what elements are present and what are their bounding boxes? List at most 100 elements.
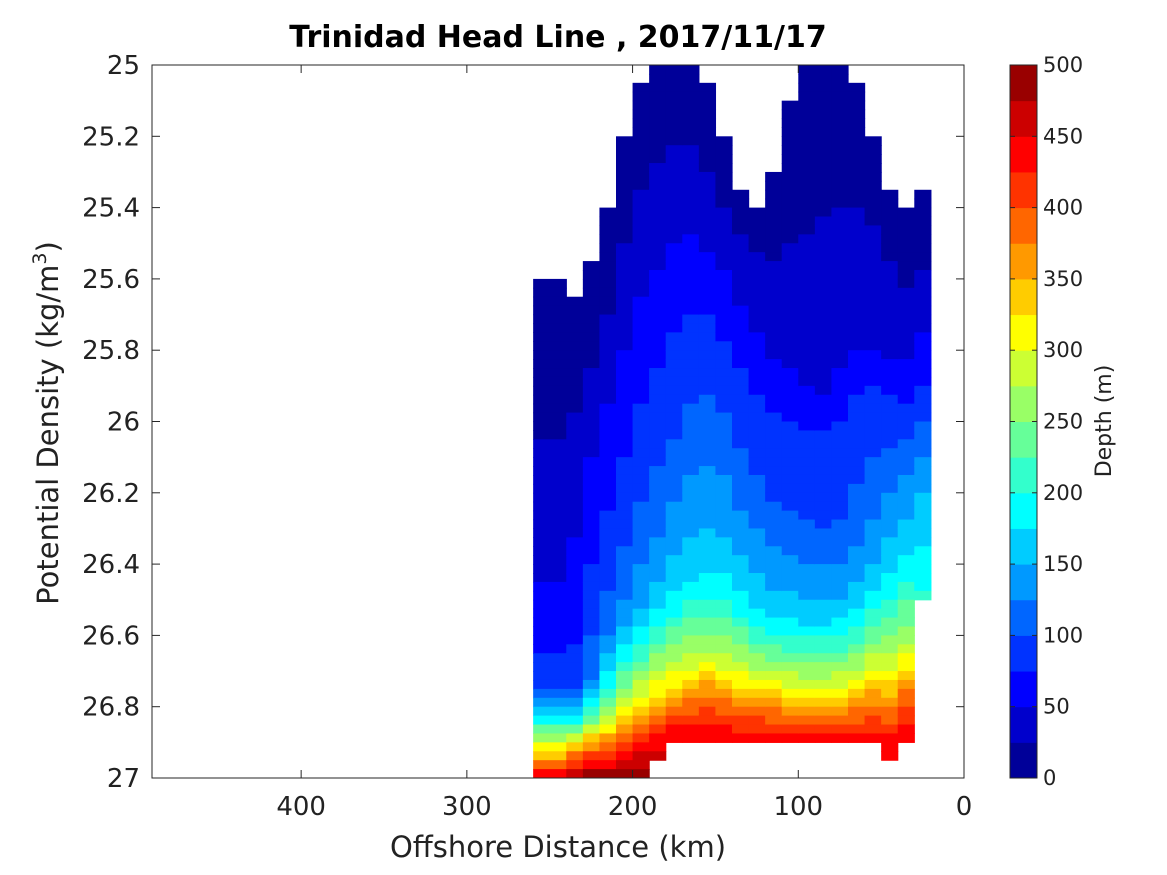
contour-cell [682, 421, 700, 432]
contour-cell [864, 564, 882, 574]
contour-cell [897, 519, 915, 530]
contour-cell [632, 733, 650, 743]
contour-cell [781, 501, 799, 512]
contour-cell [881, 314, 899, 325]
contour-cell [682, 234, 700, 244]
contour-cell [649, 403, 667, 414]
colorbar-tick-label: 50 [1043, 695, 1070, 719]
contour-cell [798, 608, 816, 619]
contour-cell [632, 519, 650, 530]
contour-cell [897, 510, 915, 521]
contour-cell [798, 145, 816, 155]
contour-cell [682, 662, 700, 672]
contour-cell [632, 724, 650, 735]
contour-cell [715, 537, 733, 547]
contour-cell [814, 688, 833, 699]
contour-cell [848, 154, 866, 164]
contour-cell [831, 332, 849, 342]
contour-cell [765, 457, 783, 467]
contour-cell [798, 341, 816, 351]
contour-cell [533, 287, 567, 298]
contour-cell [616, 207, 634, 218]
contour-cell [582, 368, 601, 378]
contour-cell [848, 474, 866, 485]
contour-cell [632, 305, 650, 316]
contour-cell [682, 278, 700, 289]
contour-cell [665, 457, 683, 467]
contour-cell [649, 412, 667, 423]
contour-cell [765, 439, 783, 449]
contour-cell [715, 599, 733, 610]
contour-cell [831, 617, 849, 628]
contour-cell [533, 706, 567, 717]
contour-cell [582, 448, 601, 458]
contour-cell [665, 671, 683, 681]
contour-cell [616, 376, 634, 387]
contour-cell [599, 359, 617, 369]
contour-cell [632, 100, 650, 111]
contour-cell [682, 180, 700, 191]
contour-cell [831, 510, 849, 521]
contour-cell [897, 635, 915, 645]
contour-cell [682, 314, 700, 325]
contour-cell [649, 697, 667, 708]
contour-cell [814, 724, 833, 735]
contour-cell [632, 697, 650, 708]
contour-cell [649, 742, 667, 752]
contour-cell [897, 225, 915, 235]
contour-cell [732, 457, 750, 467]
contour-cell [665, 706, 683, 717]
contour-cell [632, 234, 650, 244]
contour-cell [798, 492, 816, 503]
contour-cell [599, 474, 617, 485]
contour-cell [831, 706, 849, 717]
contour-cell [748, 706, 766, 717]
contour-cell [748, 599, 766, 610]
contour-cell [632, 555, 650, 565]
colorbar-segment [1010, 314, 1037, 351]
contour-cell [781, 564, 799, 574]
contour-cell [864, 332, 882, 342]
contour-cell [632, 457, 650, 467]
contour-cell [914, 269, 932, 280]
contour-cell [632, 501, 650, 512]
contour-cell [732, 528, 750, 538]
contour-cell [632, 581, 650, 592]
contour-cell [665, 100, 683, 111]
contour-cell [914, 457, 932, 467]
contour-cell [632, 751, 650, 761]
contour-cell [698, 269, 717, 280]
contour-cell [698, 189, 717, 200]
contour-cell [649, 457, 667, 467]
contour-cell [582, 742, 601, 752]
contour-cell [582, 644, 601, 654]
contour-cell [748, 314, 766, 325]
contour-cell [798, 590, 816, 601]
contour-cell [848, 590, 866, 601]
contour-cell [831, 323, 849, 333]
contour-cell [781, 430, 799, 440]
contour-cell [599, 243, 617, 253]
contour-cell [698, 234, 717, 244]
contour-cell [781, 269, 799, 280]
contour-cell [566, 546, 584, 556]
contour-cell [897, 261, 915, 271]
contour-cell [682, 394, 700, 405]
contour-cell [715, 644, 733, 654]
contour-cell [781, 403, 799, 414]
y-tick-label: 26 [107, 408, 140, 438]
contour-cell [881, 439, 899, 449]
contour-cell [781, 715, 799, 726]
contour-cell [897, 430, 915, 440]
contour-cell [715, 466, 733, 476]
contour-cell [682, 519, 700, 530]
contour-cell [533, 278, 567, 289]
contour-cell [582, 617, 601, 628]
y-tick-label: 25.4 [82, 194, 140, 224]
contour-cell [748, 323, 766, 333]
contour-cell [566, 430, 584, 440]
contour-cell [798, 323, 816, 333]
contour-cell [864, 243, 882, 253]
